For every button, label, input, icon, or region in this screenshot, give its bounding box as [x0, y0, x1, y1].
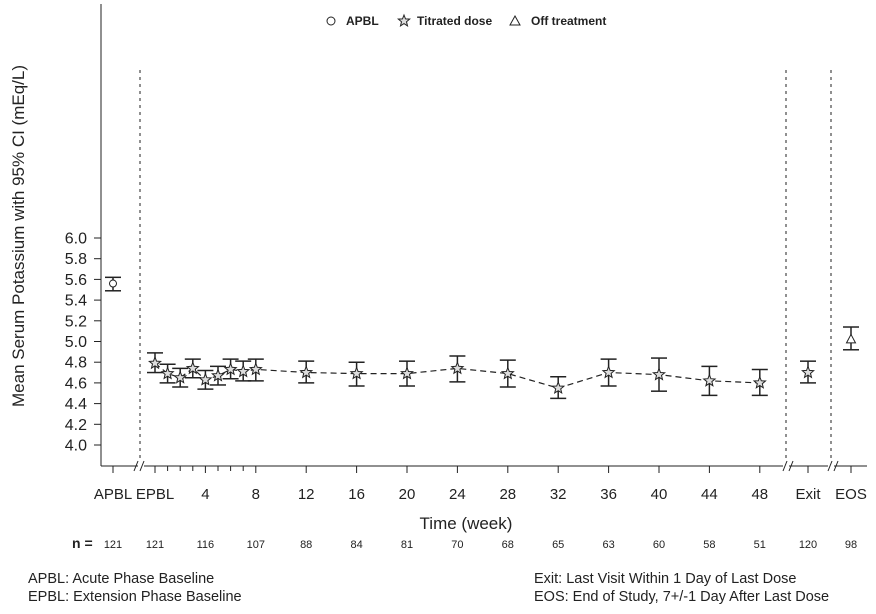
- series-layer: [105, 276, 859, 400]
- x-tick-label: EOS: [835, 486, 867, 503]
- data-point-star: [752, 375, 767, 389]
- x-tick-label: 48: [751, 486, 768, 503]
- footnote-eos: EOS: End of Study, 7+/-1 Day After Last …: [534, 589, 829, 605]
- y-tick-label: 5.4: [65, 293, 87, 310]
- footnote-apbl: APBL: Acute Phase Baseline: [28, 571, 214, 587]
- data-point-star: [185, 361, 200, 375]
- n-row: 121 121 116 107 88 84 81 70 68 65 63 60 58 51 120 98: [104, 539, 857, 551]
- x-tick-label: 44: [701, 486, 718, 503]
- y-tick-label: 4.2: [65, 417, 87, 434]
- n-row-label: n =: [72, 535, 93, 551]
- n-value: 70: [451, 539, 463, 551]
- data-point-circle: [109, 279, 117, 288]
- data-point-star: [400, 366, 414, 380]
- y-tick-label: 4.0: [65, 438, 87, 455]
- axis-break-3: [827, 460, 839, 472]
- legend-label-titrated: Titrated dose: [417, 14, 492, 28]
- data-point-star: [160, 366, 175, 380]
- legend-label-off: Off treatment: [531, 14, 606, 28]
- data-point-star: [551, 380, 566, 394]
- n-value: 120: [799, 539, 817, 551]
- data-point-triangle: [845, 333, 857, 344]
- axis-break-1: [133, 460, 145, 472]
- y-tick-label: 4.8: [65, 355, 87, 372]
- x-tick-label: 32: [550, 486, 567, 503]
- axis-break-2: [782, 460, 794, 472]
- x-axis-title: Time (week): [420, 514, 513, 533]
- x-tick-label: Exit: [795, 486, 821, 503]
- n-value: 84: [350, 539, 362, 551]
- x-tick-label: 36: [600, 486, 617, 503]
- y-tick-label: 6.0: [65, 231, 87, 248]
- legend-triangle-marker: [509, 14, 521, 26]
- x-tick-label: 8: [252, 486, 260, 503]
- x-tick-label: 16: [348, 486, 365, 503]
- data-point-star: [702, 373, 717, 387]
- legend-label-apbl: APBL: [346, 14, 379, 28]
- data-point-star: [148, 355, 162, 370]
- n-value: 68: [502, 539, 514, 551]
- x-tick-label: 28: [499, 486, 516, 503]
- x-tick-label: 12: [298, 486, 315, 503]
- y-ticks: 4.0 4.2 4.4 4.6 4.8 5.0 5.2 5.4 5.6 5.8 6.0: [65, 231, 101, 455]
- y-tick-label: 5.6: [65, 272, 87, 289]
- n-value: 58: [703, 539, 715, 551]
- data-point-star: [299, 365, 314, 379]
- footnote-exit: Exit: Last Visit Within 1 Day of Last Do…: [534, 571, 796, 587]
- n-value: 60: [653, 539, 665, 551]
- x-tick-label: 40: [651, 486, 668, 503]
- data-point-star: [223, 362, 238, 376]
- n-value: 98: [845, 539, 857, 551]
- n-value: 81: [401, 539, 413, 551]
- y-tick-label: 4.4: [65, 396, 87, 413]
- data-point-star: [601, 365, 616, 379]
- y-tick-label: 5.8: [65, 251, 87, 268]
- x-tick-label: 24: [449, 486, 466, 503]
- data-point-star: [652, 367, 666, 381]
- n-value: 116: [197, 539, 215, 551]
- y-axis-title: Mean Serum Potassium with 95% CI (mEq/L): [9, 65, 28, 407]
- data-point-star: [801, 365, 815, 379]
- data-point-star: [236, 364, 251, 378]
- data-point-star: [248, 362, 263, 376]
- n-value: 88: [300, 539, 312, 551]
- n-value: 107: [247, 539, 265, 551]
- data-point-star: [349, 366, 364, 380]
- y-tick-label: 4.6: [65, 375, 87, 392]
- legend-star-marker: [397, 13, 411, 28]
- n-value: 65: [552, 539, 564, 551]
- y-tick-label: 5.2: [65, 313, 87, 330]
- x-axis: [101, 460, 867, 472]
- x-tick-label: 4: [201, 486, 209, 503]
- n-value: 63: [602, 539, 614, 551]
- n-value: 121: [104, 539, 122, 551]
- legend: APBL Titrated dose Off treatment: [326, 13, 606, 28]
- n-value: 121: [146, 539, 164, 551]
- footnote-epbl: EPBL: Extension Phase Baseline: [28, 589, 242, 605]
- x-ticks: APBL EPBL 4 8 12 16 20 24 28 32 36 40 44 48 Exit EOS: [94, 466, 867, 503]
- data-point-star: [173, 370, 188, 384]
- data-point-star: [211, 368, 225, 382]
- legend-circle-marker: [326, 16, 336, 26]
- data-point-star: [198, 372, 213, 386]
- data-point-star: [450, 361, 465, 375]
- x-tick-label: EPBL: [136, 486, 174, 503]
- x-tick-label: APBL: [94, 486, 132, 503]
- data-point-star: [500, 366, 515, 380]
- x-tick-label: 20: [399, 486, 416, 503]
- n-value: 51: [754, 539, 766, 551]
- y-tick-label: 5.0: [65, 334, 87, 351]
